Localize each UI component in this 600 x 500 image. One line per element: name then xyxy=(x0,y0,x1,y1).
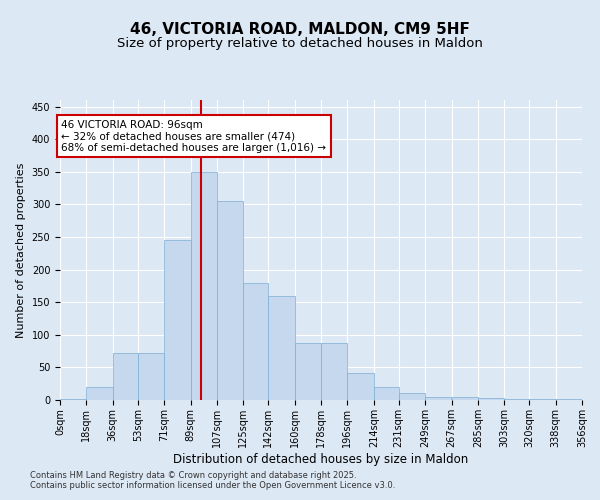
Bar xyxy=(504,398,529,400)
Text: 46, VICTORIA ROAD, MALDON, CM9 5HF: 46, VICTORIA ROAD, MALDON, CM9 5HF xyxy=(130,22,470,38)
Text: 46 VICTORIA ROAD: 96sqm
← 32% of detached houses are smaller (474)
68% of semi-d: 46 VICTORIA ROAD: 96sqm ← 32% of detache… xyxy=(61,120,326,153)
Bar xyxy=(321,342,347,400)
Bar xyxy=(113,353,138,400)
Bar xyxy=(529,398,556,400)
Bar xyxy=(268,296,295,400)
Bar xyxy=(243,282,268,400)
Bar xyxy=(86,387,113,400)
Bar xyxy=(374,387,399,400)
Bar xyxy=(217,201,243,400)
Bar xyxy=(347,372,374,400)
Bar xyxy=(138,353,164,400)
Bar xyxy=(164,240,191,400)
Text: Contains HM Land Registry data © Crown copyright and database right 2025.
Contai: Contains HM Land Registry data © Crown c… xyxy=(30,470,395,490)
Bar xyxy=(452,396,478,400)
Bar xyxy=(295,342,321,400)
Y-axis label: Number of detached properties: Number of detached properties xyxy=(16,162,26,338)
Bar xyxy=(191,172,217,400)
Bar xyxy=(425,396,451,400)
Bar xyxy=(478,398,504,400)
Text: Size of property relative to detached houses in Maldon: Size of property relative to detached ho… xyxy=(117,38,483,51)
Bar xyxy=(399,394,425,400)
X-axis label: Distribution of detached houses by size in Maldon: Distribution of detached houses by size … xyxy=(173,452,469,466)
